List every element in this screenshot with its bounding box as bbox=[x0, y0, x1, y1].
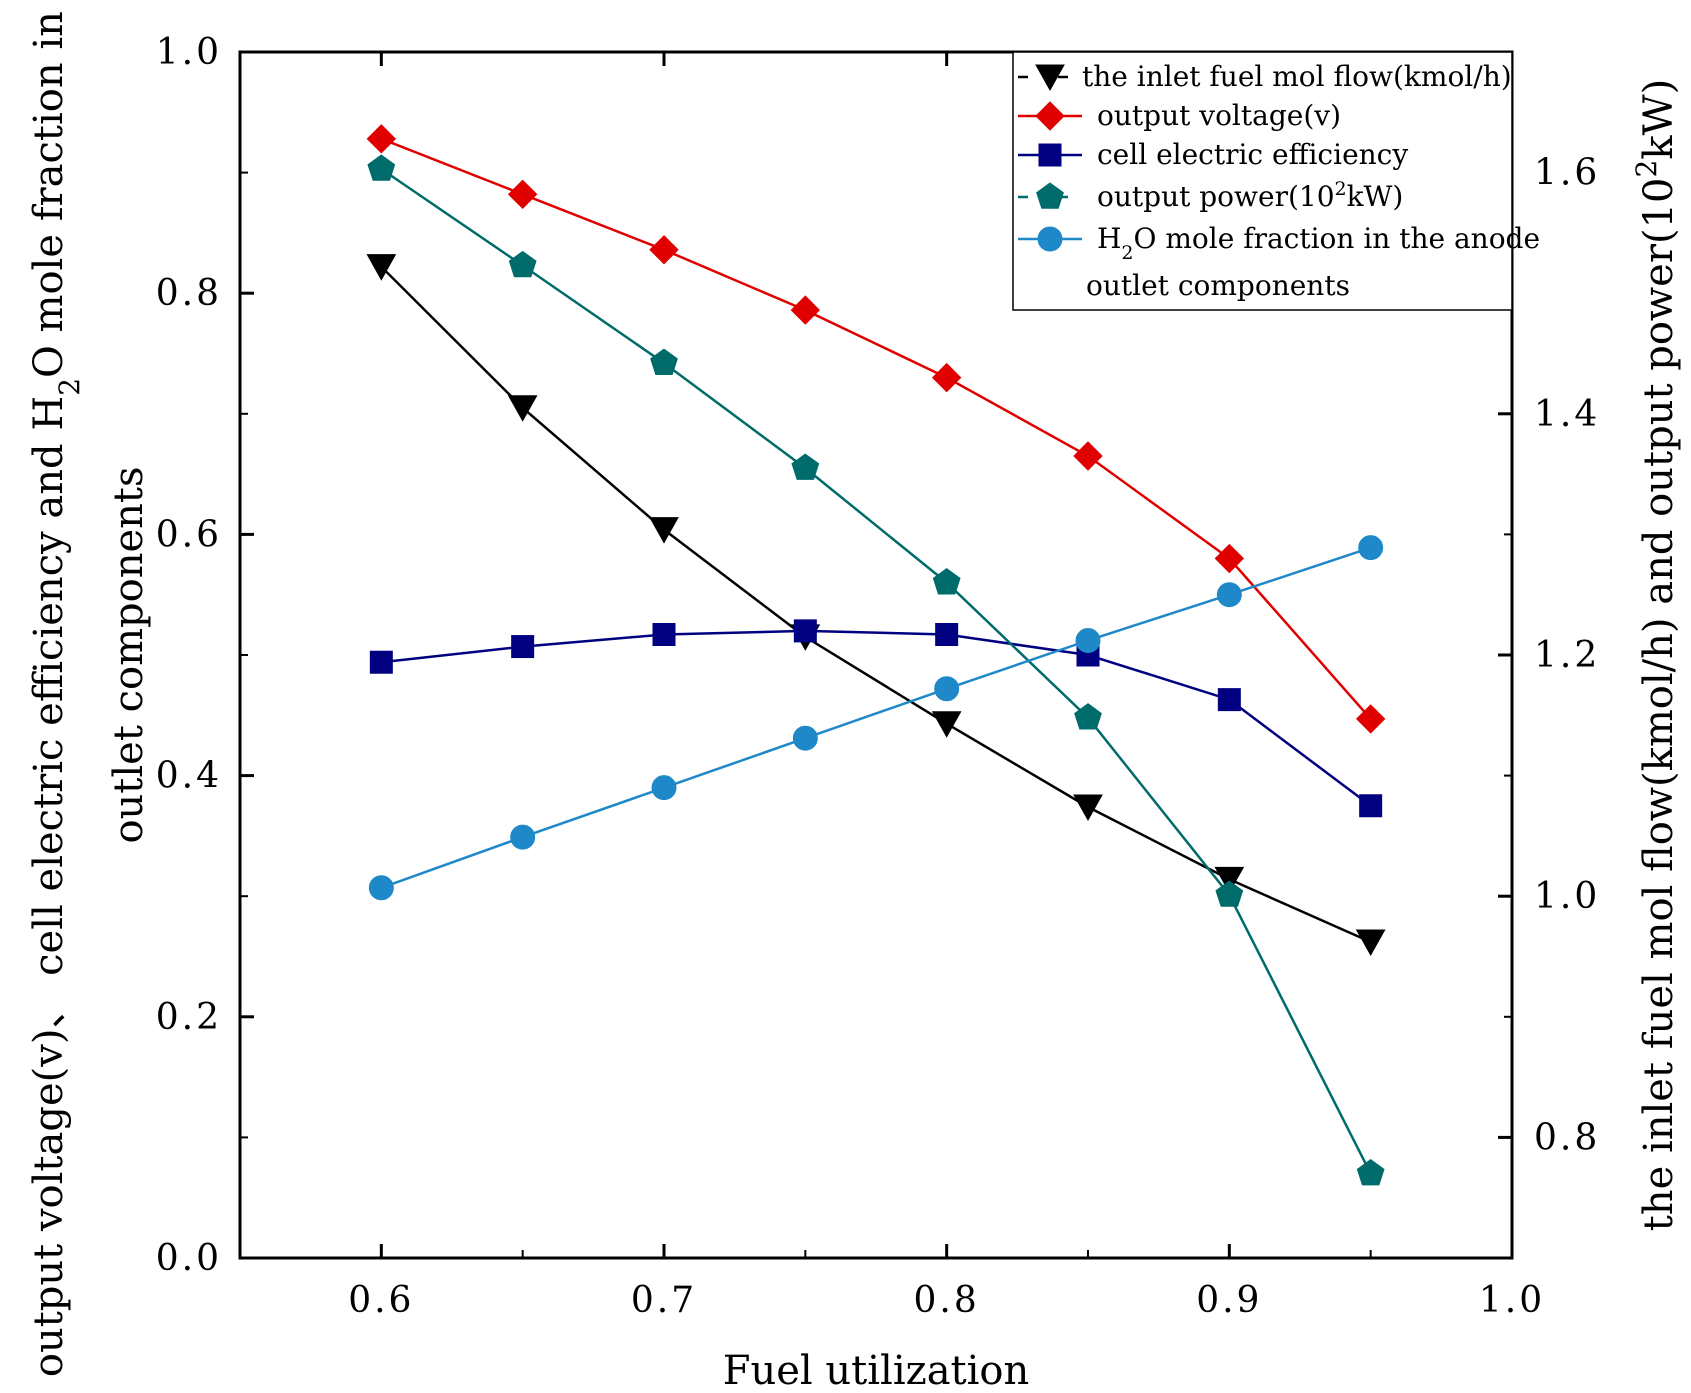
ticks-layer: 0.6 0.7 0.8 0.9 1.0 0.0 0.2 0.4 0.6 0.8 1.0 0.8 1.0 1… bbox=[156, 32, 1600, 1321]
y-left-tick-label: 1.0 bbox=[156, 32, 222, 73]
series-1 bbox=[366, 124, 1386, 734]
series-2 bbox=[369, 619, 1383, 818]
data-point bbox=[366, 254, 397, 281]
left-y-axis-title: output voltage(v)、 cell electric efficie… bbox=[26, 0, 86, 1377]
data-point bbox=[792, 725, 818, 751]
data-point bbox=[507, 395, 538, 422]
y-left-tick-label: 0.4 bbox=[156, 756, 222, 797]
y-right-tick-label: 1.2 bbox=[1534, 635, 1600, 676]
y-left-tick-label: 0.6 bbox=[156, 514, 222, 555]
data-point bbox=[1359, 794, 1383, 818]
data-point bbox=[1073, 794, 1103, 821]
legend-label: output voltage(v) bbox=[1097, 99, 1341, 132]
svg-text:outlet components: outlet components bbox=[106, 466, 152, 843]
x-tick-label: 0.6 bbox=[348, 1280, 414, 1321]
svg-text:output voltage(v)、 cell electr: output voltage(v)、 cell electric efficie… bbox=[26, 0, 86, 1377]
data-point bbox=[934, 676, 960, 702]
x-tick-label: 0.7 bbox=[631, 1280, 697, 1321]
x-axis-title: Fuel utilization bbox=[723, 1348, 1030, 1393]
legend: the inlet fuel mol flow(kmol/h) output vo… bbox=[1012, 51, 1540, 311]
right-y-axis-title: the inlet fuel mol flow(kmol/h) and outp… bbox=[1630, 79, 1683, 1232]
series-3 bbox=[367, 154, 1385, 1186]
x-tick-label: 0.8 bbox=[914, 1280, 980, 1321]
data-point bbox=[651, 775, 677, 801]
legend-marker bbox=[1036, 182, 1064, 209]
data-point bbox=[650, 348, 678, 375]
data-point bbox=[369, 650, 393, 674]
data-point bbox=[1355, 929, 1386, 957]
series-line bbox=[380, 167, 1372, 1175]
x-tick-label: 0.9 bbox=[1196, 1280, 1262, 1321]
data-point bbox=[1214, 543, 1245, 574]
data-point bbox=[649, 235, 679, 265]
data-point bbox=[1216, 582, 1242, 608]
data-point bbox=[935, 622, 959, 646]
legend-label-line2: outlet components bbox=[1086, 269, 1350, 302]
data-point bbox=[368, 875, 394, 901]
data-point bbox=[1355, 704, 1386, 734]
data-point bbox=[1217, 688, 1241, 712]
x-tick-label: 1.0 bbox=[1479, 1280, 1545, 1321]
data-point bbox=[652, 622, 676, 646]
data-point bbox=[1215, 880, 1244, 907]
data-point bbox=[511, 635, 535, 659]
series-layer bbox=[366, 124, 1386, 1186]
data-point bbox=[508, 250, 537, 278]
legend-marker bbox=[1035, 101, 1065, 131]
legend-label: H2O mole fraction in the anode bbox=[1097, 222, 1540, 264]
data-point bbox=[1074, 703, 1102, 730]
data-point bbox=[790, 295, 821, 325]
series-line bbox=[380, 137, 1372, 720]
data-point bbox=[366, 124, 397, 154]
data-point bbox=[649, 517, 679, 544]
legend-marker bbox=[1038, 143, 1062, 167]
data-point bbox=[367, 154, 396, 181]
data-point bbox=[1075, 628, 1101, 654]
series-4 bbox=[368, 535, 1384, 901]
svg-text:the inlet fuel mol flow(kmol/h: the inlet fuel mol flow(kmol/h) and outp… bbox=[1630, 79, 1683, 1232]
series-line bbox=[381, 629, 1372, 807]
legend-box bbox=[1012, 51, 1513, 311]
data-point bbox=[932, 567, 961, 595]
left-y-axis-title-line2: outlet components bbox=[106, 466, 152, 843]
data-point bbox=[510, 824, 536, 850]
data-point bbox=[931, 362, 962, 393]
legend-marker bbox=[1037, 226, 1063, 252]
legend-marker bbox=[1035, 64, 1065, 92]
data-point bbox=[1073, 441, 1103, 471]
legend-label: cell electric efficiency bbox=[1097, 138, 1408, 171]
y-right-tick-label: 1.6 bbox=[1534, 153, 1600, 194]
y-left-tick-label: 0.8 bbox=[156, 273, 222, 314]
data-point bbox=[507, 179, 538, 210]
data-point bbox=[793, 619, 817, 643]
data-point bbox=[931, 711, 962, 738]
data-point bbox=[791, 453, 820, 480]
y-right-tick-label: 1.0 bbox=[1534, 876, 1600, 917]
data-point bbox=[1356, 1158, 1385, 1186]
y-left-tick-label: 0.2 bbox=[156, 997, 222, 1038]
data-point bbox=[1214, 866, 1245, 894]
y-right-tick-label: 1.4 bbox=[1534, 394, 1600, 435]
legend-label: output power(102kW) bbox=[1097, 178, 1403, 213]
y-right-tick-label: 0.8 bbox=[1534, 1117, 1600, 1158]
y-left-tick-label: 0.0 bbox=[156, 1238, 222, 1279]
data-point bbox=[1358, 535, 1384, 561]
series-line bbox=[380, 546, 1372, 889]
legend-label: the inlet fuel mol flow(kmol/h) bbox=[1082, 60, 1512, 93]
